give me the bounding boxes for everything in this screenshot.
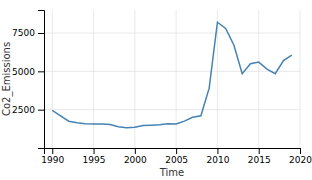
x-tick-label: 2010 xyxy=(206,155,229,165)
x-tick-mark xyxy=(217,148,218,154)
y-tick: 2500 xyxy=(12,105,44,115)
y-tick-label: 7500 xyxy=(12,28,35,38)
y-axis: 2500 5000 7500 xyxy=(12,11,44,149)
x-tick-mark xyxy=(259,148,260,154)
x-tick: 1990 xyxy=(41,148,64,165)
line xyxy=(52,22,291,127)
x-tick-label: 1990 xyxy=(41,155,64,165)
grid-line-x xyxy=(52,10,53,148)
x-tick-label: 2015 xyxy=(248,155,271,165)
y-axis-line xyxy=(38,11,45,149)
x-tick-label: 2005 xyxy=(165,155,188,165)
x-tick-mark xyxy=(94,148,95,154)
y-tick-mark xyxy=(38,110,44,111)
grid xyxy=(44,10,300,148)
x-tick-mark xyxy=(52,148,53,154)
y-tick: 5000 xyxy=(12,67,44,77)
grid-line-x xyxy=(93,10,94,148)
y-axis-title: Co2_Emissions xyxy=(1,42,13,116)
chart: 1990 1995 2000 2005 2010 2015 2020 2500 5000 7500… xyxy=(0,0,312,180)
plot-area: 1990 1995 2000 2005 2010 2015 2020 2500 5000 7500 xyxy=(12,10,312,165)
grid-line-x xyxy=(300,10,301,148)
x-tick-label: 2000 xyxy=(124,155,147,165)
x-axis-line xyxy=(45,149,301,155)
x-tick: 2000 xyxy=(124,148,147,165)
x-tick-label: 1995 xyxy=(83,155,106,165)
x-tick-mark xyxy=(135,148,136,154)
x-tick-mark xyxy=(300,148,301,154)
grid-line-y xyxy=(44,71,300,72)
y-tick-label: 2500 xyxy=(12,105,35,115)
lines xyxy=(52,22,291,127)
grid-line-x xyxy=(258,10,259,148)
x-axis: 1990 1995 2000 2005 2010 2015 2020 xyxy=(41,148,312,165)
grid-line-y xyxy=(44,33,300,34)
x-axis-title: Time xyxy=(159,167,184,178)
x-tick: 2015 xyxy=(248,148,271,165)
y-tick-mark xyxy=(38,33,44,34)
x-tick: 1995 xyxy=(83,148,106,165)
y-tick-label: 5000 xyxy=(12,67,35,77)
x-tick-mark xyxy=(176,148,177,154)
x-tick-label: 2020 xyxy=(289,155,312,165)
y-tick-mark xyxy=(38,71,44,72)
x-tick: 2020 xyxy=(289,148,312,165)
x-tick: 2005 xyxy=(165,148,188,165)
y-tick: 7500 xyxy=(12,28,44,38)
grid-line-x xyxy=(176,10,177,148)
x-tick: 2010 xyxy=(206,148,229,165)
grid-line-y xyxy=(44,109,300,110)
